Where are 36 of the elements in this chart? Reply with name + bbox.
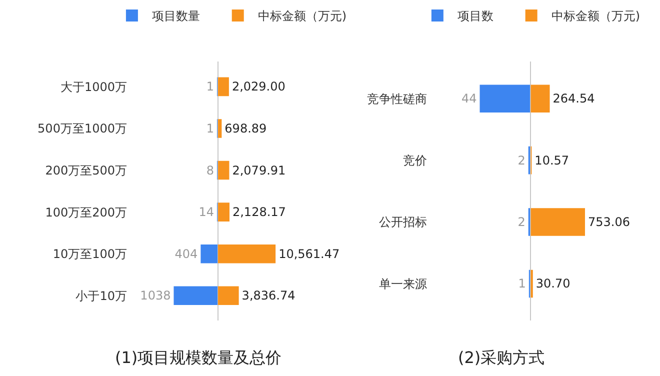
data-label: 2 <box>518 215 526 230</box>
data-label: 2,128.17 <box>232 205 286 220</box>
y-tick-label: 500万至1000万 <box>38 122 127 136</box>
y-tick-label: 100万至200万 <box>45 205 127 220</box>
text: (2)采购方式 <box>458 348 545 367</box>
y-tick-label: 公开招标 <box>378 215 427 230</box>
data-label: 2 <box>518 153 526 168</box>
y-tick-label: 竞价 <box>402 154 427 168</box>
legend-label: 中标金额（万元) <box>258 9 347 24</box>
data-label: 3,836.74 <box>242 288 296 303</box>
data-label: 698.89 <box>224 121 267 136</box>
data-label: 14 <box>198 205 214 220</box>
data-label: 30.70 <box>536 276 570 291</box>
data-label: 1038 <box>140 288 171 303</box>
data-label: 2,029.00 <box>232 80 286 94</box>
y-tick-label: 大于1000万 <box>60 80 127 94</box>
legend-label: 中标金额（万元) <box>551 9 640 24</box>
data-label: 8 <box>206 163 214 178</box>
data-label: 10.57 <box>534 153 570 168</box>
data-label: 264.54 <box>552 92 595 106</box>
data-label: 2,079.91 <box>232 163 286 178</box>
y-tick-label: 竞争性磋商 <box>366 92 427 106</box>
legend-label: 项目数量 <box>152 9 200 24</box>
legend-label: 项目数 <box>457 9 494 24</box>
text: (1)项目规模数量及总价 <box>115 348 282 367</box>
data-label: 753.06 <box>588 215 630 230</box>
data-label: 1 <box>206 80 214 94</box>
data-label: 44 <box>461 92 477 106</box>
y-tick-label: 小于10万 <box>76 288 127 303</box>
data-label: 10,561.47 <box>278 246 340 261</box>
data-label: 404 <box>174 246 198 261</box>
y-tick-label: 10万至100万 <box>52 247 127 262</box>
y-tick-label: 200万至500万 <box>45 163 127 178</box>
y-tick-label: 单一来源 <box>378 276 427 291</box>
data-label: 1 <box>206 121 214 136</box>
data-label: 1 <box>518 276 526 291</box>
